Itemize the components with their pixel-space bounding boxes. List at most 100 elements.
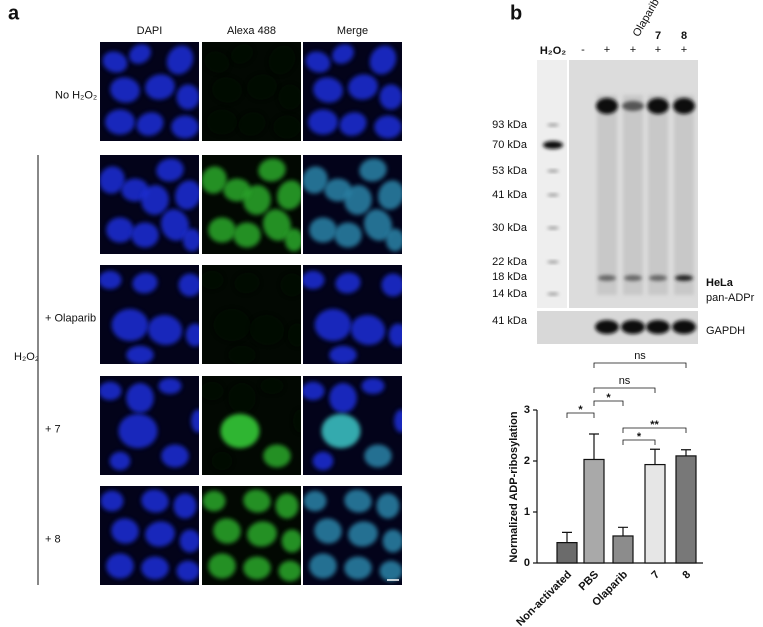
x-tick-label: 8 [680, 569, 693, 582]
marker-label: 30 kDa [492, 222, 528, 234]
marker-label: 70 kDa [492, 139, 528, 151]
nucleus [314, 518, 342, 544]
ladder-band [547, 123, 559, 127]
nucleus [202, 270, 224, 290]
bar [583, 458, 605, 564]
nucleus [394, 409, 402, 433]
nucleus [247, 521, 277, 547]
nucleus [238, 112, 266, 136]
nucleus [348, 521, 378, 547]
nucleus [263, 444, 291, 468]
lane-smear [597, 95, 617, 295]
nucleus [278, 560, 301, 582]
nucleus [376, 493, 400, 519]
nucleus [262, 209, 292, 241]
nucleus [166, 45, 194, 75]
nucleus [379, 84, 402, 110]
micrograph [202, 155, 301, 254]
nucleus [141, 556, 169, 580]
nucleus [100, 270, 122, 290]
nucleus [175, 180, 199, 210]
loading-control: GAPDH [706, 325, 745, 337]
band [624, 275, 642, 281]
y-axis-label: Normalized ADP-ribosylation [508, 411, 520, 562]
nucleus [100, 166, 125, 194]
nucleus [106, 217, 134, 243]
nucleus [185, 323, 199, 347]
significance-bracket [593, 387, 656, 393]
nucleus [208, 553, 236, 579]
nucleus [378, 180, 402, 210]
nucleus [176, 84, 199, 110]
nucleus [231, 44, 253, 64]
significance-label: * [606, 392, 611, 404]
nucleus [233, 222, 261, 248]
nucleus [334, 222, 362, 248]
nucleus [350, 314, 386, 346]
gapdh-band [672, 320, 696, 334]
row-label: No H₂O₂ [55, 89, 97, 101]
nucleus [213, 308, 251, 342]
group-label: H₂O₂ [14, 351, 39, 363]
nucleus [374, 115, 402, 139]
panel-label: b [510, 2, 522, 24]
significance-bracket [622, 427, 687, 433]
bar [612, 535, 634, 564]
nucleus [273, 115, 301, 139]
band [596, 98, 618, 114]
nucleus [260, 377, 284, 395]
nucleus [202, 381, 224, 401]
bar [556, 541, 578, 564]
lane-smear [674, 95, 694, 295]
nucleus [171, 115, 199, 139]
lane-sign: + [604, 44, 610, 56]
marker-label: 14 kDa [492, 288, 528, 300]
nucleus [287, 323, 301, 347]
error-bar [618, 526, 628, 536]
ladder-band [547, 260, 559, 264]
nucleus [202, 166, 227, 194]
nucleus [314, 308, 352, 342]
bar [675, 455, 697, 564]
error-bar [562, 531, 572, 543]
band [673, 98, 695, 114]
micrograph [303, 42, 402, 141]
nucleus [141, 185, 169, 215]
nucleus [258, 158, 286, 182]
significance-bracket [593, 400, 624, 406]
x-tick-label: 7 [649, 569, 662, 582]
nucleus [280, 273, 301, 297]
nucleus [339, 112, 367, 136]
nucleus [275, 493, 299, 519]
nucleus [247, 74, 277, 100]
significance-label: * [637, 431, 642, 443]
significance-label: ns [619, 375, 631, 387]
nucleus [293, 409, 301, 433]
nucleus [118, 413, 158, 449]
nucleus [329, 345, 357, 364]
nucleus [363, 209, 393, 241]
column-header: Merge [337, 25, 368, 37]
column-header: DAPI [137, 25, 163, 37]
error-bar [650, 448, 660, 465]
marker-label: 41 kDa [492, 189, 528, 201]
nucleus [278, 84, 301, 110]
band [649, 275, 667, 281]
nucleus [303, 270, 325, 290]
lane-smear [648, 95, 668, 295]
y-tick-label: 2 [524, 455, 530, 467]
significance-label: ns [634, 350, 646, 362]
nucleus [243, 185, 271, 215]
nucleus [364, 444, 392, 468]
micrograph [303, 376, 402, 475]
nucleus [207, 109, 237, 135]
micrograph [202, 265, 301, 364]
nucleus [321, 413, 361, 449]
marker-label: 22 kDa [492, 256, 528, 268]
significance-bracket [593, 362, 687, 368]
nucleus [176, 560, 199, 582]
nucleus [243, 556, 271, 580]
nucleus [145, 521, 175, 547]
nucleus [382, 529, 402, 553]
micrograph [100, 42, 199, 141]
